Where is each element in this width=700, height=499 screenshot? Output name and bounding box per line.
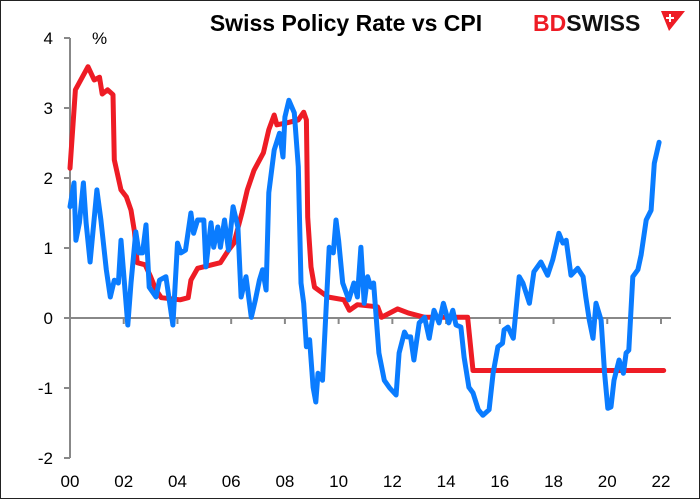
x-tick-label: 10: [329, 472, 348, 491]
series-line-blue: [67, 97, 662, 418]
chart-title: Swiss Policy Rate vs CPI: [210, 10, 482, 36]
svg-text:BDSWISS: BDSWISS: [533, 10, 640, 36]
brand-logo: BDSWISS: [533, 10, 685, 36]
y-tick-label: -2: [38, 449, 53, 468]
x-tick-label: 18: [544, 472, 563, 491]
y-tick-label: 4: [44, 29, 53, 48]
x-tick-label: 14: [437, 472, 456, 491]
x-tick-label: 08: [275, 472, 294, 491]
y-tick-labels: -2 -1 0 1 2 3 4: [38, 29, 53, 468]
logo-bd: BD: [533, 10, 566, 36]
x-tick-label: 22: [652, 472, 671, 491]
axes: [64, 37, 671, 459]
x-tick-label: 12: [383, 472, 402, 491]
x-tick-label: 16: [490, 472, 509, 491]
series-line-red: [67, 64, 667, 373]
swiss-flag-icon: [661, 11, 685, 31]
x-tick-label: 06: [222, 472, 241, 491]
x-tick-label: 04: [168, 472, 187, 491]
x-tick-label: 02: [114, 472, 133, 491]
x-tick-labels: 00 02 04 06 08 10 12 14 16 18 20 22: [61, 472, 671, 491]
y-tick-label: -1: [38, 379, 53, 398]
y-tick-label: 3: [44, 99, 53, 118]
y-tick-label: 0: [44, 309, 53, 328]
y-tick-label: 2: [44, 169, 53, 188]
y-tick-label: 1: [44, 239, 53, 258]
x-tick-label: 00: [61, 472, 80, 491]
y-axis-unit-label: %: [92, 29, 107, 48]
series-lines: [67, 64, 667, 418]
logo-swiss: SWISS: [566, 10, 640, 36]
x-tick-label: 20: [598, 472, 617, 491]
